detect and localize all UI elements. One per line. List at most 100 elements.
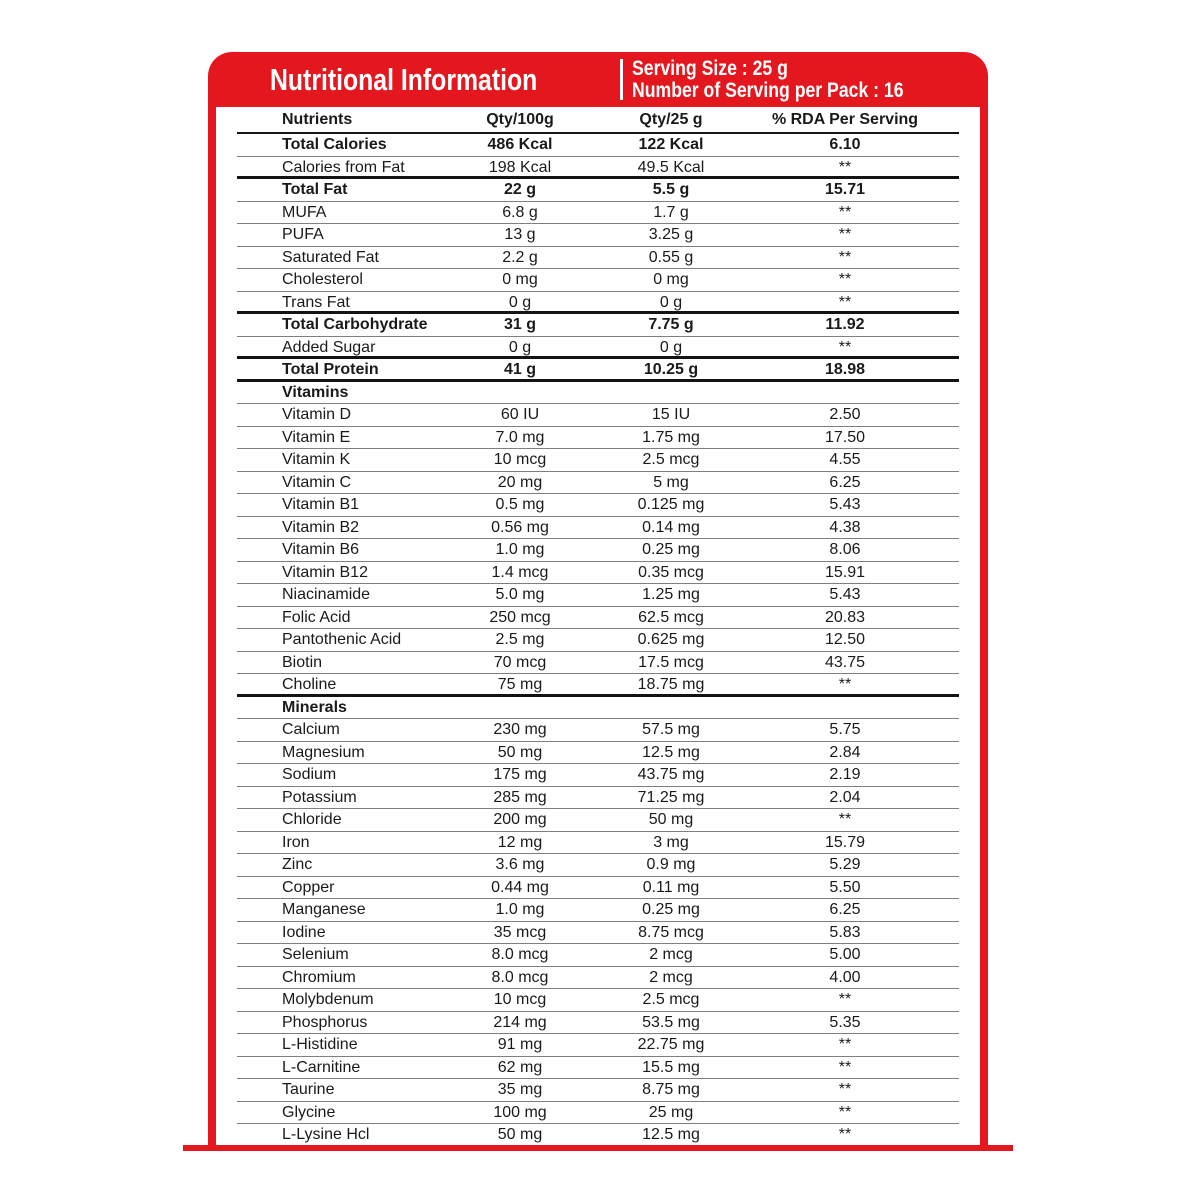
nutrient-name: Vitamin C (282, 473, 352, 491)
table-row: Vitamin B12 1.4 mcg 0.35 mcg 15.91 (237, 562, 959, 584)
qty-per-25g: 3.25 g (648, 226, 694, 243)
qty-per-25g: 2 mcg (649, 946, 693, 963)
qty-per-100g: 10 mcg (493, 991, 547, 1008)
nutrient-name: L-Lysine Hcl (282, 1126, 370, 1143)
qty-per-25g: 22.75 mg (637, 1036, 705, 1053)
qty-per-25g (585, 382, 757, 404)
table-row: MUFA 6.8 g 1.7 g ** (237, 202, 959, 224)
qty-per-100g: 13 g (504, 226, 536, 243)
table-row: Sodium 175 mg 43.75 mg 2.19 (237, 764, 959, 787)
table-row: Vitamin D 60 IU 15 IU 2.50 (237, 404, 959, 427)
rda-per-serving: 5.83 (829, 923, 861, 941)
qty-per-100g: 0.56 mg (491, 518, 549, 536)
qty-per-25g: 12.5 mg (642, 1126, 700, 1143)
label-body: Nutrients Qty/100g Qty/25 g % RDA Per Se… (216, 107, 980, 1148)
qty-per-25g: 0 g (659, 293, 683, 311)
qty-per-100g: 50 mg (497, 1126, 543, 1143)
serving-info: Serving Size : 25 g Number of Serving pe… (632, 58, 904, 102)
table-row: Cholesterol 0 mg 0 mg ** (237, 269, 959, 292)
column-header-rda-per-serving: % RDA Per Serving (771, 111, 919, 128)
qty-per-25g: 0.125 mg (637, 496, 705, 513)
qty-per-25g: 0 g (659, 338, 683, 356)
section-header-row: Minerals (237, 697, 959, 719)
nutrition-label-card: Nutritional Information Serving Size : 2… (208, 52, 988, 1148)
table-row: Pantothenic Acid 2.5 mg 0.625 mg 12.50 (237, 629, 959, 652)
nutrient-name: Potassium (282, 788, 357, 806)
qty-per-100g: 31 g (503, 316, 536, 333)
qty-per-25g: 1.75 mg (642, 428, 700, 446)
qty-per-25g: 8.75 mcg (638, 923, 704, 941)
qty-per-100g: 10 mcg (493, 451, 547, 468)
qty-per-100g: 62 mg (497, 1058, 543, 1076)
rda-per-serving (757, 697, 959, 719)
nutrient-name: PUFA (282, 226, 324, 243)
qty-per-25g: 25 mg (648, 1103, 694, 1121)
rda-per-serving: 2.04 (829, 788, 861, 806)
nutrient-name: Vitamin B1 (282, 496, 360, 513)
serving-size-text: Serving Size : 25 g (632, 57, 788, 80)
rda-per-serving: 15.91 (824, 563, 866, 581)
nutrient-name: Chromium (282, 968, 356, 986)
qty-per-100g: 0 g (508, 293, 532, 311)
rda-per-serving (757, 382, 959, 404)
nutrient-name: Vitamins (282, 383, 349, 401)
qty-per-100g: 486 Kcal (487, 136, 553, 153)
qty-per-25g: 57.5 mg (642, 721, 700, 738)
nutrient-name: Niacinamide (282, 586, 371, 603)
qty-per-100g: 3.6 mg (495, 856, 545, 873)
nutrient-name: Taurine (282, 1081, 335, 1098)
rda-per-serving: 15.79 (824, 833, 866, 851)
qty-per-25g: 0 mg (653, 271, 689, 288)
qty-per-25g: 71.25 mg (637, 788, 705, 806)
label-header: Nutritional Information Serving Size : 2… (208, 52, 988, 107)
qty-per-100g: 20 mg (497, 473, 543, 491)
nutrient-name: L-Histidine (282, 1036, 358, 1053)
qty-per-100g: 0.5 mg (495, 496, 545, 513)
table-row: Vitamin E 7.0 mg 1.75 mg 17.50 (237, 427, 959, 449)
rda-per-serving: 4.55 (829, 451, 861, 468)
nutrient-name: Calories from Fat (282, 158, 405, 176)
rda-per-serving: 5.35 (829, 1013, 861, 1031)
table-row: Calcium 230 mg 57.5 mg 5.75 (237, 719, 959, 742)
table-row: L-Lysine Hcl 50 mg 12.5 mg ** (237, 1124, 959, 1147)
table-row: Vitamin B1 0.5 mg 0.125 mg 5.43 (237, 494, 959, 517)
table-row: Saturated Fat 2.2 g 0.55 g ** (237, 247, 959, 269)
table-row: Potassium 285 mg 71.25 mg 2.04 (237, 787, 959, 809)
qty-per-100g: 198 Kcal (488, 158, 552, 176)
rda-per-serving: 2.50 (829, 406, 861, 423)
rda-per-serving: 6.25 (829, 473, 861, 491)
nutrient-name: Magnesium (282, 743, 365, 761)
qty-per-100g: 60 IU (500, 406, 540, 423)
rda-per-serving: ** (838, 226, 852, 243)
qty-per-100g: 5.0 mg (495, 586, 545, 603)
qty-per-100g: 50 mg (497, 743, 543, 761)
table-row: Biotin 70 mcg 17.5 mcg 43.75 (237, 652, 959, 674)
qty-per-25g: 49.5 Kcal (637, 158, 705, 176)
rda-per-serving: ** (838, 338, 852, 356)
rda-per-serving: 43.75 (824, 653, 866, 671)
qty-per-100g: 35 mg (497, 1081, 543, 1098)
nutrient-name: Iron (282, 833, 310, 851)
nutrient-name: L-Carnitine (282, 1058, 361, 1076)
table-row: Total Carbohydrate 31 g 7.75 g 11.92 (237, 314, 959, 337)
nutrient-name: Pantothenic Acid (282, 631, 402, 648)
table-row: L-Histidine 91 mg 22.75 mg ** (237, 1034, 959, 1057)
qty-per-25g: 17.5 mcg (638, 653, 704, 671)
rda-per-serving: 5.75 (829, 721, 861, 738)
nutrient-name: Selenium (282, 946, 349, 963)
qty-per-100g: 91 mg (497, 1036, 543, 1053)
qty-per-100g (455, 697, 585, 719)
rda-per-serving: ** (838, 293, 852, 311)
table-row: Manganese 1.0 mg 0.25 mg 6.25 (237, 899, 959, 922)
rda-per-serving: ** (838, 811, 852, 828)
table-row: Calories from Fat 198 Kcal 49.5 Kcal ** (237, 157, 959, 179)
nutrient-name: Sodium (282, 766, 337, 783)
rda-per-serving: 2.84 (829, 743, 861, 761)
nutrient-name: Chloride (282, 811, 342, 828)
qty-per-25g: 0.11 mg (642, 878, 700, 896)
table-row: Total Calories 486 Kcal 122 Kcal 6.10 (237, 134, 959, 157)
qty-per-25g: 43.75 mg (637, 766, 705, 783)
nutrient-name: Manganese (282, 901, 366, 918)
nutrient-name: Phosphorus (282, 1013, 368, 1031)
